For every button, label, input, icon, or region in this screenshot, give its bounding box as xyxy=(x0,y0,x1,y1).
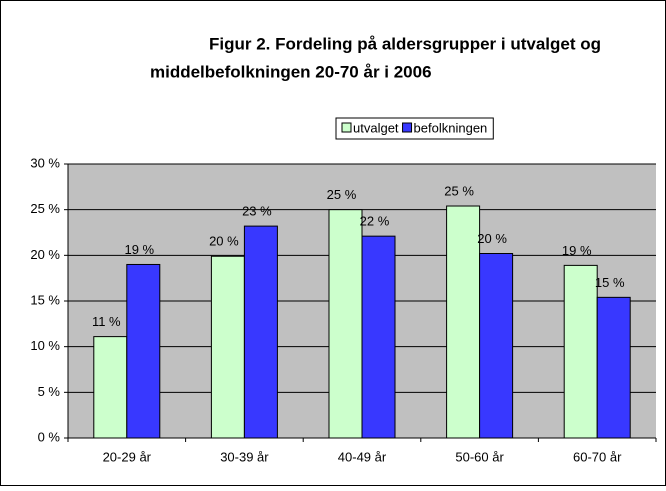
bar xyxy=(563,264,598,439)
y-tick-label: 20 % xyxy=(30,247,60,262)
legend-label: befolkningen xyxy=(414,120,488,135)
bar xyxy=(446,205,481,439)
y-tick-label: 30 % xyxy=(30,155,60,170)
legend-box xyxy=(335,117,494,140)
bar xyxy=(361,235,396,439)
y-tick-label: 15 % xyxy=(30,292,60,307)
x-tick-label: 40-49 år xyxy=(338,449,387,464)
value-label: 20 % xyxy=(477,231,507,246)
value-label: 23 % xyxy=(242,204,272,219)
value-label: 22 % xyxy=(360,214,390,229)
x-tick-label: 50-60 år xyxy=(455,449,504,464)
legend-label: utvalget xyxy=(353,120,399,135)
y-tick-label: 5 % xyxy=(38,384,61,399)
bar xyxy=(126,263,161,439)
chart-title: Figur 2. Fordeling på aldersgrupper i ut… xyxy=(209,34,601,53)
legend-swatch xyxy=(341,122,352,133)
bar xyxy=(210,255,245,439)
x-tick-label: 20-29 år xyxy=(103,449,152,464)
chart-title: middelbefolkningen 20-70 år i 2006 xyxy=(150,62,432,81)
value-label: 19 % xyxy=(124,242,154,257)
bar xyxy=(93,336,128,439)
value-label: 15 % xyxy=(595,275,625,290)
bar xyxy=(479,253,514,439)
bar xyxy=(596,296,631,439)
value-label: 20 % xyxy=(209,234,239,249)
value-label: 19 % xyxy=(562,243,592,258)
value-label: 25 % xyxy=(444,183,474,198)
x-tick-label: 30-39 år xyxy=(220,449,269,464)
legend-swatch xyxy=(402,122,413,133)
bar xyxy=(328,209,363,439)
legend: utvalget befolkningen xyxy=(335,117,494,140)
value-label: 11 % xyxy=(92,314,121,329)
bar xyxy=(243,225,278,439)
value-label: 25 % xyxy=(327,187,357,202)
y-tick-label: 25 % xyxy=(30,201,60,216)
y-tick-label: 10 % xyxy=(30,338,60,353)
y-tick-label: 0 % xyxy=(38,429,61,444)
x-tick-label: 60-70 år xyxy=(573,449,622,464)
